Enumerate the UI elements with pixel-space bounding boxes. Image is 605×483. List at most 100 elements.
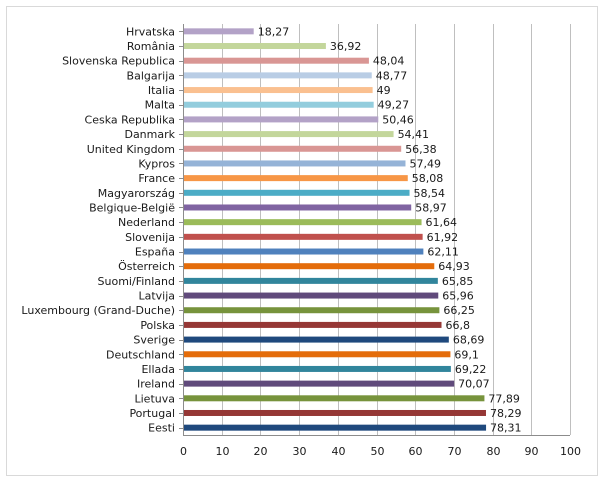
category-label: Österreich xyxy=(118,260,175,273)
bar xyxy=(184,72,372,79)
bar xyxy=(184,43,326,50)
category-label: Suomi/Finland xyxy=(98,275,175,288)
bar xyxy=(184,57,369,64)
bar xyxy=(184,189,410,196)
category-label: Ellada xyxy=(141,363,175,376)
data-label: 62,11 xyxy=(427,246,459,259)
data-label: 64,93 xyxy=(438,260,470,273)
data-label: 48,04 xyxy=(373,55,405,68)
category-label: Italia xyxy=(148,84,175,97)
category-label: Eesti xyxy=(148,422,175,435)
data-label: 58,97 xyxy=(415,201,447,214)
x-tick-labels: 0 10 20 30 40 50 60 70 80 90 100 xyxy=(180,445,581,458)
bar xyxy=(184,336,449,343)
x-tick-label: 40 xyxy=(332,445,346,458)
data-label: 78,29 xyxy=(490,407,522,420)
bar xyxy=(184,131,394,138)
x-tick-label: 30 xyxy=(293,445,307,458)
bar xyxy=(184,248,424,255)
data-label: 50,46 xyxy=(382,113,414,126)
category-label: Ireland xyxy=(137,378,175,391)
category-label: Hrvatska xyxy=(126,25,175,38)
x-tick-label: 0 xyxy=(180,445,187,458)
bar xyxy=(184,219,422,226)
category-label: Sverige xyxy=(133,334,175,347)
category-label: România xyxy=(127,40,175,53)
bar xyxy=(184,307,440,314)
category-label: Latvija xyxy=(138,290,175,303)
bar-chart: Hrvatska România Slovenska RepublicaBalgar… xyxy=(21,24,581,458)
x-tick-label: 80 xyxy=(487,445,501,458)
bar xyxy=(184,233,423,240)
category-label: Kypros xyxy=(138,157,175,170)
x-tick-label: 90 xyxy=(525,445,539,458)
category-label: Ceska Republika xyxy=(85,113,175,126)
x-tick-label: 50 xyxy=(371,445,385,458)
bar xyxy=(184,145,402,152)
data-label: 66,25 xyxy=(443,304,475,317)
bar xyxy=(184,321,442,328)
data-label: 70,07 xyxy=(458,378,490,391)
data-label: 68,69 xyxy=(453,334,485,347)
data-label: 78,31 xyxy=(490,422,522,435)
data-label: 57,49 xyxy=(409,157,441,170)
bar xyxy=(184,160,406,167)
data-label: 58,54 xyxy=(414,187,446,200)
data-label: 69,1 xyxy=(454,348,479,361)
bars xyxy=(184,28,487,431)
bar xyxy=(184,380,455,387)
category-label: Lietuva xyxy=(135,392,176,405)
bar xyxy=(184,87,373,94)
category-label: Luxembourg (Grand-Duche) xyxy=(21,304,175,317)
data-label: 18,27 xyxy=(258,25,290,38)
x-tick-label: 60 xyxy=(409,445,423,458)
grid-lines xyxy=(179,24,571,436)
data-label: 49,27 xyxy=(378,99,410,112)
category-label: France xyxy=(138,172,175,185)
category-label: Malta xyxy=(145,99,175,112)
category-label: Slovenska Republica xyxy=(62,55,175,68)
chart-frame: Hrvatska România Slovenska Republica Balgar… xyxy=(6,6,598,476)
data-label: 49 xyxy=(377,84,391,97)
bar xyxy=(184,204,412,211)
bar xyxy=(184,424,487,431)
bar xyxy=(184,277,438,284)
bar xyxy=(184,365,451,372)
bar xyxy=(184,263,435,270)
data-label: 66,8 xyxy=(446,319,471,332)
x-tick-label: 10 xyxy=(216,445,230,458)
data-label: 65,85 xyxy=(442,275,474,288)
category-label: Slovenija xyxy=(125,231,175,244)
bar xyxy=(184,28,254,35)
category-label: Danmark xyxy=(124,128,175,141)
data-label: 56,38 xyxy=(405,143,437,156)
data-label: 69,22 xyxy=(455,363,487,376)
data-label: 65,96 xyxy=(442,290,474,303)
bar xyxy=(184,116,379,123)
bar xyxy=(184,351,451,358)
category-label: United Kingdom xyxy=(87,143,175,156)
bar xyxy=(184,409,486,416)
data-label: 77,89 xyxy=(488,392,520,405)
x-tick-label: 70 xyxy=(448,445,462,458)
category-labels: Hrvatska România Slovenska RepublicaBalgar… xyxy=(21,25,175,434)
category-label: España xyxy=(135,246,175,259)
category-label: Balgarija xyxy=(127,69,175,82)
category-label: Deutschland xyxy=(106,348,175,361)
data-label: 48,77 xyxy=(376,69,408,82)
bar xyxy=(184,101,374,108)
category-label: Magyarország xyxy=(98,187,175,200)
bar xyxy=(184,175,408,182)
bar xyxy=(184,395,485,402)
data-label: 36,92 xyxy=(330,40,362,53)
data-label: 58,08 xyxy=(412,172,444,185)
x-tick-label: 20 xyxy=(254,445,268,458)
category-label: Polska xyxy=(140,319,175,332)
data-label: 61,64 xyxy=(426,216,458,229)
x-tick-label: 100 xyxy=(560,445,581,458)
category-label: Belgique-België xyxy=(89,201,175,214)
bar xyxy=(184,292,439,299)
category-label: Nederland xyxy=(118,216,175,229)
category-label: Portugal xyxy=(129,407,175,420)
